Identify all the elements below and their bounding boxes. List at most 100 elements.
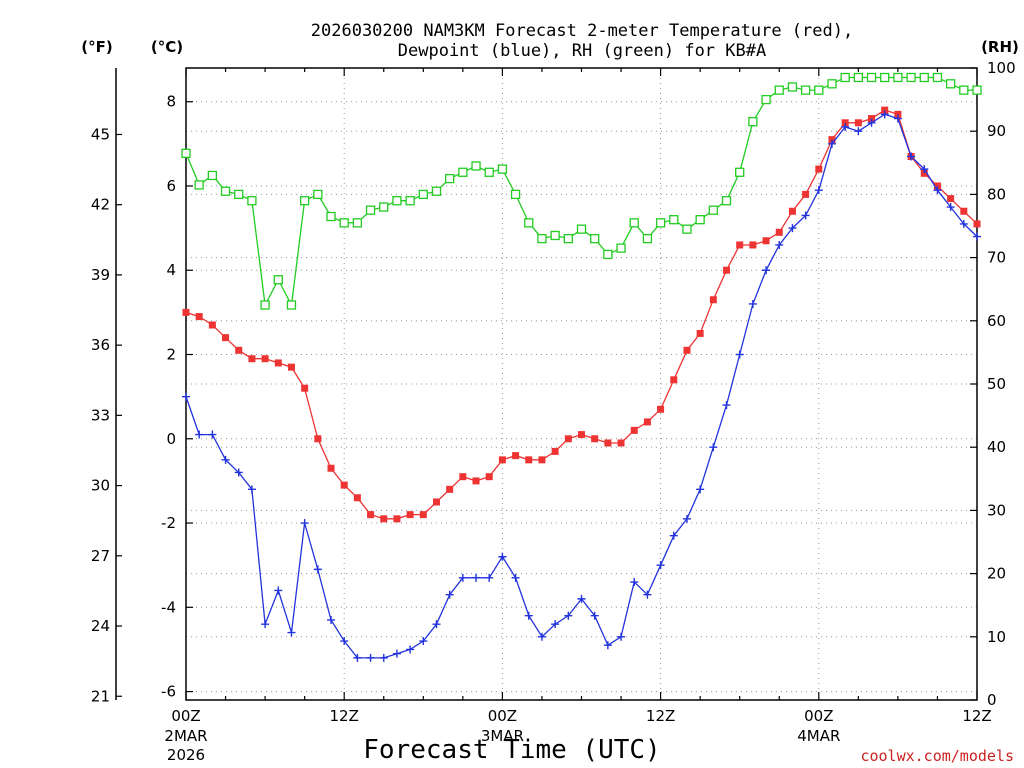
rh-point (299, 196, 310, 206)
rh-point (853, 72, 863, 83)
dewpoint-point (814, 186, 823, 195)
rh-point (932, 72, 943, 83)
dewpoint-point (300, 519, 309, 528)
dewpoint-point (485, 573, 494, 582)
dewpoint-point (762, 266, 771, 275)
rh-point (194, 180, 204, 190)
rh-point (207, 170, 218, 181)
rh-point (682, 224, 692, 234)
temperature-point (538, 456, 546, 464)
rh-point (471, 161, 481, 171)
celsius-tick-label: 6 (166, 177, 176, 195)
rh-point (840, 72, 850, 83)
temperature-point (894, 110, 902, 118)
rh-point (484, 167, 494, 177)
temperature-point (815, 165, 823, 173)
dewpoint-point (208, 430, 217, 439)
temperature-point (947, 195, 955, 203)
chart-title-line2: Dewpoint (blue), RH (green) for KB#A (398, 41, 766, 61)
dewpoint-point (709, 443, 718, 452)
temperature-point (802, 190, 810, 198)
dewpoint-point (577, 594, 586, 603)
celsius-tick-label: -4 (161, 598, 176, 616)
dewpoint-point (841, 122, 850, 131)
dewpoint-point (827, 139, 836, 148)
dewpoint-point (511, 573, 520, 582)
rh-point (392, 196, 402, 206)
temperature-point (775, 228, 783, 236)
rh-tick-label: 100 (987, 59, 1016, 77)
dewpoint-point (801, 211, 810, 220)
rh-point (655, 218, 666, 228)
rh-point (748, 117, 758, 127)
fahrenheit-tick-label: 30 (91, 477, 110, 495)
temperature-point (604, 439, 612, 447)
temperature-point (868, 115, 876, 123)
dewpoint-point (867, 118, 876, 127)
dewpoint-point (524, 611, 533, 620)
dewpoint-point (472, 573, 481, 582)
rh-point (800, 85, 811, 95)
rh-point (524, 218, 534, 228)
rh-point (642, 233, 653, 244)
fahrenheit-tick-label: 33 (91, 406, 110, 424)
temperature-point (670, 376, 678, 384)
rh-point (313, 189, 323, 200)
temperature-point (617, 439, 625, 447)
temperature-point (696, 329, 704, 337)
dewpoint-point (603, 641, 612, 650)
dewpoint-point (920, 165, 929, 174)
dewpoint-point (590, 611, 599, 620)
temperature-point (380, 515, 388, 523)
rh-tick-label: 90 (987, 122, 1006, 140)
fahrenheit-tick-label: 42 (91, 196, 110, 214)
fahrenheit-tick-label: 24 (91, 617, 110, 635)
dewpoint-point (696, 485, 705, 494)
temperature-point (512, 452, 520, 460)
temperature-point (274, 359, 282, 367)
date-tick-label: 3MAR (481, 727, 524, 745)
temperature-point (630, 426, 638, 434)
chart-title-line1: 2026030200 NAM3KM Forecast 2-meter Tempe… (311, 21, 853, 41)
rh-tick-label: 10 (987, 628, 1006, 646)
temperature-point (248, 355, 256, 363)
temperature-point (973, 220, 981, 228)
temperature-point (762, 237, 770, 245)
data-series (181, 72, 982, 662)
dewpoint-point (392, 649, 401, 658)
rh-point (880, 72, 890, 83)
temperature-point (551, 447, 559, 455)
time-tick-label: 00Z (488, 707, 517, 725)
temperature-point (749, 241, 757, 249)
rh-point (497, 164, 508, 174)
dewpoint-point (313, 565, 322, 574)
temperature-point (393, 515, 401, 523)
rh-point (510, 189, 521, 200)
dewpoint-point (854, 127, 863, 136)
date-tick-label: 4MAR (797, 727, 840, 745)
dewpoint-point (340, 637, 349, 646)
rh-point (945, 79, 956, 89)
rh-point (629, 218, 639, 228)
temperature-point (287, 363, 295, 371)
dewpoint-point (656, 561, 665, 570)
rh-point (405, 196, 415, 206)
dewpoint-point (617, 632, 626, 641)
temperature-point (459, 473, 467, 481)
fahrenheit-tick-label: 36 (91, 336, 110, 354)
dewpoint-point (682, 514, 691, 523)
temperature-point (723, 266, 731, 274)
celsius-tick-label: -6 (161, 683, 176, 701)
rh-tick-label: 60 (987, 312, 1006, 330)
rh-point (590, 233, 600, 244)
dewpoint-point (419, 637, 428, 646)
dewpoint-point (893, 114, 902, 123)
dewpoint-point (366, 653, 375, 662)
year-tick-label: 2026 (167, 746, 205, 764)
rh-point (339, 218, 349, 228)
temperature-point (182, 308, 190, 316)
rh-point (866, 72, 877, 83)
temperature-point (446, 485, 454, 493)
rh-point (458, 167, 468, 177)
fahrenheit-tick-label: 27 (91, 547, 110, 565)
